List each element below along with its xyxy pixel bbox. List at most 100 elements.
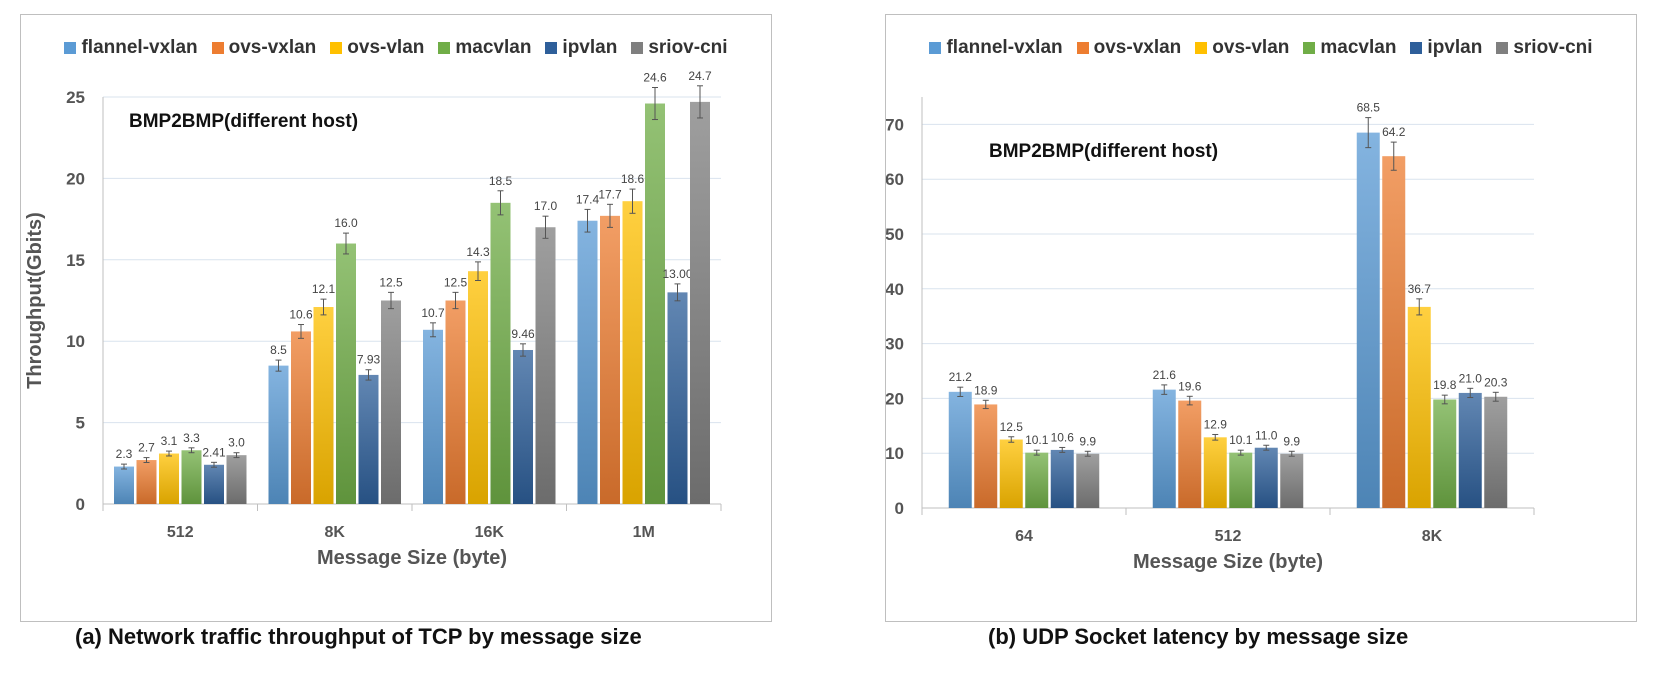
bar — [1229, 452, 1253, 508]
data-label: 12.9 — [1204, 417, 1228, 431]
data-label: 19.6 — [1178, 379, 1202, 393]
legend-swatch — [545, 42, 558, 54]
data-label: 3.1 — [161, 434, 178, 448]
legend-label: ipvlan — [1427, 37, 1483, 58]
data-label: 12.5 — [1000, 420, 1024, 434]
bar — [468, 271, 488, 504]
bar — [1356, 132, 1380, 508]
y-tick-label: 60 — [886, 170, 904, 189]
bar — [1382, 156, 1406, 508]
bar — [336, 243, 356, 504]
y-tick-label: 20 — [886, 389, 904, 408]
data-label: 12.1 — [312, 282, 336, 296]
latency-chart-panel: flannel-vxlan ovs-vxlan ovs-vlan macvlan… — [885, 14, 1637, 622]
y-tick-label: 0 — [76, 495, 85, 514]
data-label: 12.5 — [379, 275, 403, 289]
legend-item: macvlan — [1303, 37, 1396, 59]
y-tick-label: 10 — [66, 332, 85, 351]
bar — [423, 329, 443, 504]
legend-item: ipvlan — [1410, 37, 1482, 59]
data-label: 21.2 — [949, 370, 973, 384]
bar — [948, 391, 972, 508]
y-tick-label: 25 — [66, 88, 85, 107]
legend-item: sriov-cni — [631, 37, 728, 59]
data-label: 10.6 — [1051, 430, 1075, 444]
bar — [136, 460, 157, 504]
legend-label: ipvlan — [562, 37, 618, 58]
data-label: 64.2 — [1382, 125, 1406, 139]
bar — [204, 464, 224, 504]
bar — [490, 202, 511, 504]
legend-item: flannel-vxlan — [64, 37, 198, 59]
figure-caption-a: (a) Network traffic throughput of TCP by… — [75, 624, 642, 649]
x-tick-label: 8K — [1422, 528, 1443, 545]
legend-label: sriov-cni — [648, 37, 728, 58]
legend-swatch — [1076, 42, 1089, 54]
data-label: 19.8 — [1433, 378, 1457, 392]
legend: flannel-vxlan ovs-vxlan ovs-vlan macvlan… — [21, 37, 771, 59]
data-label: 68.5 — [1357, 101, 1381, 115]
throughput-chart-panel: flannel-vxlan ovs-vxlan ovs-vlan macvlan… — [20, 14, 772, 622]
bar — [1433, 399, 1457, 508]
bar — [1280, 453, 1304, 508]
data-label: 2.7 — [138, 441, 155, 455]
bar — [577, 220, 598, 504]
legend-label: flannel-vxlan — [81, 37, 198, 58]
y-tick-label: 40 — [886, 280, 904, 299]
legend-item: ipvlan — [545, 37, 617, 59]
bar — [1076, 453, 1100, 508]
bar — [268, 365, 289, 504]
legend-swatch — [1496, 42, 1509, 54]
data-label: 21.0 — [1459, 371, 1483, 385]
bar — [622, 201, 643, 504]
legend-item: ovs-vxlan — [211, 37, 316, 59]
legend-item: macvlan — [438, 37, 531, 59]
bar — [1254, 447, 1278, 508]
y-tick-label: 20 — [66, 169, 85, 188]
bar — [999, 439, 1023, 508]
legend-swatch — [1195, 42, 1208, 54]
y-tick-label: 10 — [886, 444, 904, 463]
x-tick-label: 512 — [1215, 528, 1242, 545]
legend: flannel-vxlan ovs-vxlan ovs-vlan macvlan… — [886, 37, 1636, 59]
y-tick-label: 70 — [886, 115, 904, 134]
data-label: 17.0 — [534, 199, 558, 213]
bar — [667, 292, 688, 504]
y-axis-title: Throughput(Gbits) — [24, 212, 46, 389]
bar — [445, 300, 466, 504]
y-tick-label: 0 — [895, 499, 904, 518]
x-axis-title: Message Size (byte) — [1133, 551, 1323, 573]
legend-swatch — [1410, 42, 1423, 54]
bar — [600, 215, 620, 504]
x-tick-label: 64 — [1015, 528, 1033, 545]
bar — [1050, 449, 1074, 508]
data-label: 14.3 — [466, 245, 490, 259]
chart-annotation: BMP2BMP(different host) — [129, 111, 359, 132]
data-label: 12.5 — [444, 275, 468, 289]
data-label: 36.7 — [1408, 282, 1432, 296]
bar — [974, 404, 998, 508]
bar — [114, 466, 134, 504]
data-label: 17.7 — [598, 187, 622, 201]
y-tick-label: 30 — [886, 335, 904, 354]
x-tick-label: 8K — [325, 524, 346, 541]
bar — [1458, 392, 1482, 508]
bar — [313, 307, 334, 504]
legend-label: flannel-vxlan — [946, 37, 1063, 58]
chart-annotation: BMP2BMP(different host) — [989, 141, 1219, 162]
bar — [513, 349, 533, 504]
y-tick-label: 50 — [886, 225, 904, 244]
legend-label: macvlan — [1320, 37, 1397, 58]
y-tick-label: 5 — [76, 414, 85, 433]
legend-swatch — [631, 42, 644, 54]
bar — [1203, 437, 1227, 508]
data-label: 3.0 — [228, 436, 245, 450]
data-label: 13.00 — [662, 267, 692, 281]
legend-label: sriov-cni — [1513, 37, 1593, 58]
bar — [159, 453, 179, 504]
bar — [645, 103, 665, 505]
data-label: 3.3 — [183, 431, 200, 445]
x-axis-title: Message Size (byte) — [317, 547, 507, 569]
legend-label: ovs-vlan — [347, 37, 425, 58]
